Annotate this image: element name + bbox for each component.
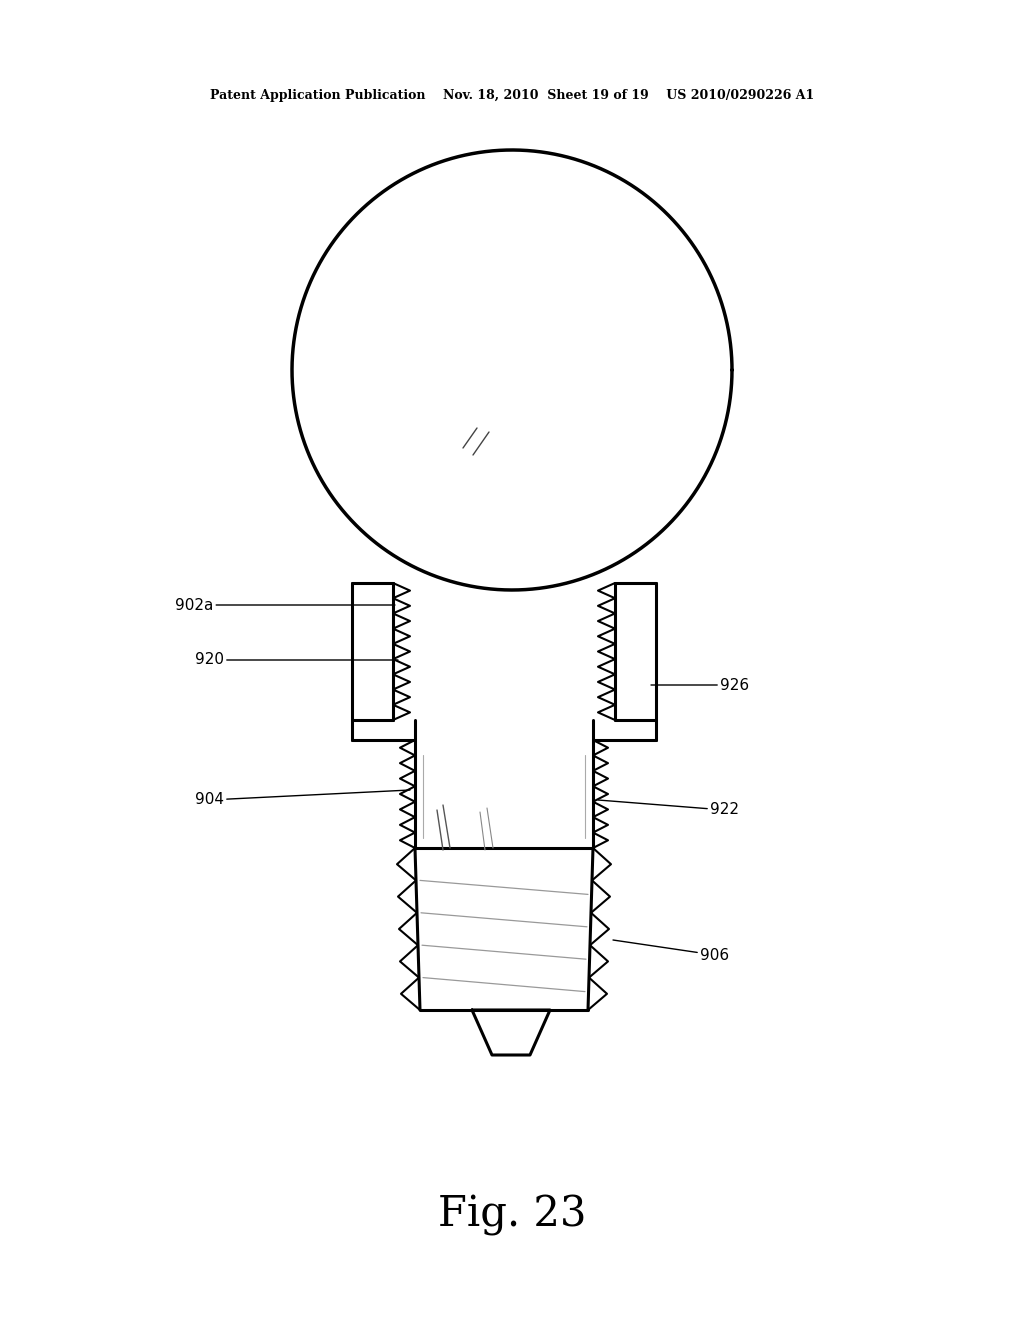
Text: 920: 920 — [195, 652, 398, 668]
Text: 904: 904 — [195, 789, 410, 808]
Text: 902a: 902a — [175, 598, 395, 612]
Text: Fig. 23: Fig. 23 — [437, 1195, 587, 1236]
Text: 906: 906 — [613, 940, 729, 962]
Text: 926: 926 — [651, 677, 750, 693]
Text: Patent Application Publication    Nov. 18, 2010  Sheet 19 of 19    US 2010/02902: Patent Application Publication Nov. 18, … — [210, 88, 814, 102]
Text: 922: 922 — [598, 800, 739, 817]
